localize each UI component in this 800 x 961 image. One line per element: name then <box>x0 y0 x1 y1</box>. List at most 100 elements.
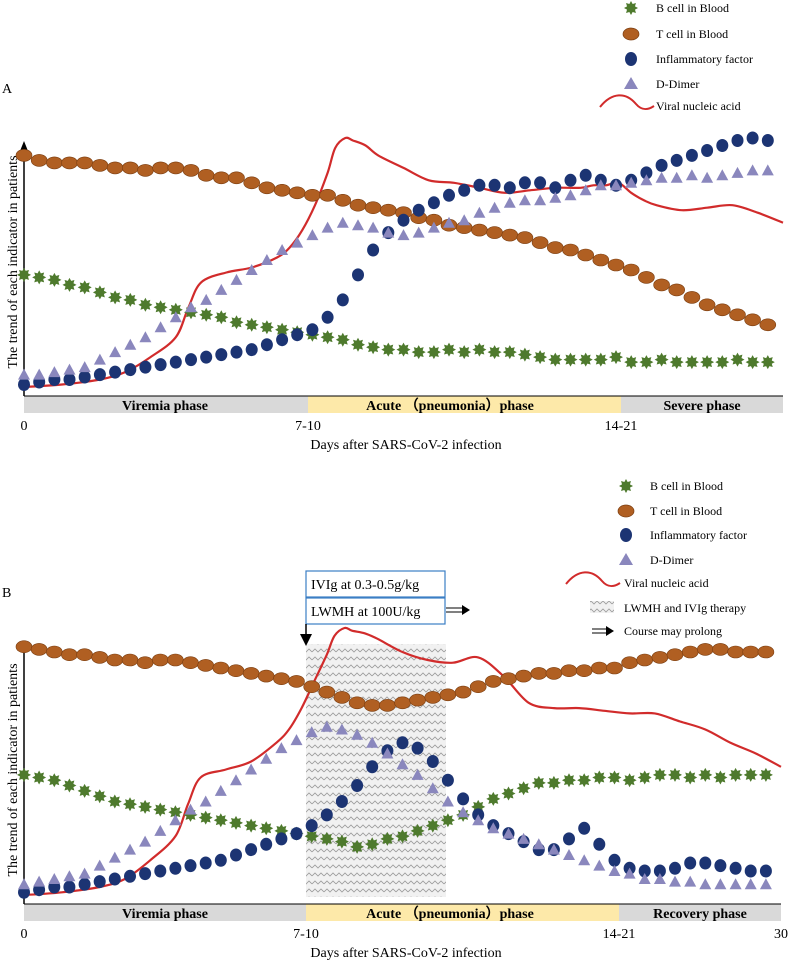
inflammatory-factor-point <box>200 350 213 364</box>
inflammatory-factor-point <box>669 861 681 875</box>
inflammatory-factor-point <box>653 864 666 878</box>
d-dimer-point <box>48 366 61 378</box>
t-cell-point <box>197 169 215 182</box>
d-dimer-point <box>63 363 76 375</box>
d-dimer-point <box>33 875 46 887</box>
b-cell-point <box>62 778 77 793</box>
b-cell-point <box>562 773 576 788</box>
b-cell-point <box>47 272 62 287</box>
d-dimer-point <box>669 875 681 887</box>
inflammatory-factor-point <box>367 243 380 257</box>
t-cell-point <box>727 645 744 659</box>
b-cell-point <box>758 767 773 782</box>
b-cell-point <box>624 355 639 370</box>
b-cell-point <box>320 330 335 345</box>
t-cell-point <box>681 645 699 659</box>
t-cell-point <box>182 656 199 670</box>
inflammatory-factor-point <box>199 856 212 870</box>
d-dimer-point <box>457 806 470 818</box>
inflammatory-factor-point <box>320 808 333 822</box>
d-dimer-point <box>185 301 197 313</box>
t-cell-point <box>45 645 63 659</box>
d-dimer-point <box>33 368 46 380</box>
inflammatory-factor-point <box>549 181 562 195</box>
inflammatory-factor-point <box>93 368 106 382</box>
t-cell-point <box>76 156 93 170</box>
inflammatory-factor-point <box>443 188 455 202</box>
t-cell-point <box>258 181 276 195</box>
d-dimer-point <box>653 873 666 884</box>
d-dimer-point <box>685 169 698 181</box>
inflammatory-factor-point <box>184 859 197 873</box>
inflammatory-factor-point <box>412 203 425 217</box>
b-cell-point <box>486 791 501 806</box>
d-dimer-point <box>716 169 729 181</box>
b-cell-point <box>715 355 730 370</box>
b-cell-point <box>531 775 546 790</box>
oval-marker-icon <box>617 504 635 518</box>
b-cell-point <box>335 332 350 347</box>
d-dimer-point <box>305 726 318 738</box>
legend-b-label-therapy: LWMH and IVIg therapy <box>624 601 746 615</box>
d-dimer-point <box>670 171 683 183</box>
legend-b-label-t-cell: T cell in Blood <box>650 504 722 518</box>
b-cell-point <box>457 345 472 360</box>
legend-a-label-viral: Viral nucleic acid <box>656 99 741 113</box>
b-cell-point <box>546 775 561 790</box>
inflammatory-factor-point <box>488 178 501 192</box>
inflammatory-factor-point <box>684 856 697 870</box>
inflammatory-factor-point <box>426 755 439 768</box>
inflammatory-factor-point <box>154 358 167 372</box>
b-cell-point <box>32 270 47 285</box>
inflammatory-factor-point <box>473 178 486 192</box>
inflammatory-factor-point <box>714 859 727 873</box>
inflammatory-factor-point <box>18 378 30 391</box>
d-dimer-point <box>684 875 697 887</box>
d-dimer-point <box>532 838 545 850</box>
t-cell-point <box>333 691 351 704</box>
phase-bar-b-viremia <box>24 904 306 921</box>
zigzag-pattern-icon <box>590 601 614 613</box>
b-cell-point <box>730 352 745 367</box>
t-cell-point <box>562 243 579 257</box>
d-dimer-point <box>154 824 167 836</box>
d-dimer-point <box>534 194 547 206</box>
inflammatory-factor-point <box>185 353 197 367</box>
inflammatory-factor-point <box>169 355 182 369</box>
t-cell-point <box>273 184 291 197</box>
inflammatory-factor-point <box>139 360 152 374</box>
panel-a: A B cell in Blood T cell in Blood Inflam… <box>2 1 784 453</box>
t-cell-point <box>91 159 109 172</box>
b-cell-point <box>609 350 623 365</box>
b-cell-point <box>654 352 669 367</box>
inflammatory-factor-point <box>534 176 547 190</box>
t-cell-point <box>636 653 654 667</box>
inflammatory-factor-point <box>579 168 592 182</box>
inflammatory-factor-point <box>321 310 334 324</box>
b-cell-point <box>107 794 122 809</box>
t-cell-point <box>500 672 517 686</box>
t-cell-point <box>516 231 534 244</box>
legend-b: B cell in Blood T cell in Blood Inflamma… <box>565 479 747 638</box>
b-cell-point <box>395 829 410 844</box>
inflammatory-factor-point <box>366 760 379 774</box>
d-dimer-point <box>48 873 61 884</box>
d-dimer-point <box>655 171 668 183</box>
t-cell-point <box>334 194 352 207</box>
inflammatory-factor-point <box>93 875 106 889</box>
b-cell-point <box>425 818 440 833</box>
d-dimer-point <box>18 878 30 890</box>
inflammatory-factor-point <box>63 880 76 894</box>
oval-marker-icon <box>622 27 640 41</box>
b-cell-point <box>472 342 487 357</box>
inflammatory-factor-point <box>761 134 774 147</box>
d-dimer-point <box>381 747 394 759</box>
inflammatory-factor-point <box>746 131 759 145</box>
d-dimer-point <box>610 179 622 191</box>
b-cell-point <box>442 342 456 357</box>
t-cell-point <box>152 161 169 175</box>
d-dimer-point <box>699 878 712 890</box>
b-cell-point <box>426 345 441 360</box>
b-cell-point <box>622 773 637 788</box>
d-dimer-point <box>746 164 759 176</box>
